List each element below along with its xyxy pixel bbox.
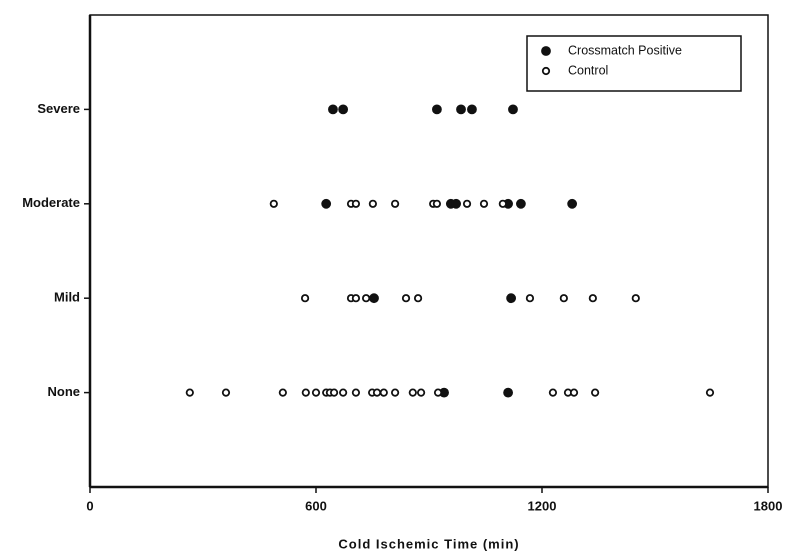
point	[479, 199, 489, 208]
point	[351, 294, 361, 303]
point	[379, 388, 388, 397]
point	[569, 388, 579, 397]
point	[456, 104, 466, 115]
point	[705, 388, 715, 397]
point	[451, 198, 462, 209]
point	[559, 294, 568, 303]
point	[588, 294, 597, 303]
legend-marker	[541, 66, 551, 76]
legend-box	[526, 35, 742, 92]
y-tick-label: Severe	[37, 101, 80, 116]
point	[433, 388, 443, 397]
x-tick-label: 600	[305, 498, 327, 513]
point	[338, 104, 349, 115]
point	[368, 199, 377, 208]
point	[498, 199, 507, 208]
point	[631, 294, 640, 303]
point	[311, 388, 321, 397]
point	[221, 388, 231, 397]
point	[369, 293, 379, 304]
point	[329, 388, 339, 397]
point	[361, 294, 371, 303]
point	[591, 388, 600, 397]
point	[516, 198, 526, 209]
point	[269, 199, 278, 208]
point	[567, 198, 578, 209]
point	[321, 198, 332, 209]
point	[432, 199, 442, 208]
y-tick-label: None	[48, 384, 81, 399]
point	[300, 294, 310, 303]
point	[525, 294, 535, 303]
point	[503, 387, 514, 398]
point	[462, 199, 472, 208]
point	[413, 294, 423, 303]
point	[351, 388, 361, 397]
y-tick-label: Moderate	[22, 195, 80, 210]
point	[301, 388, 310, 397]
point	[185, 388, 194, 397]
point	[351, 199, 361, 208]
point	[401, 294, 411, 303]
y-tick-label: Mild	[54, 290, 80, 305]
point	[339, 388, 348, 397]
legend-label: Control	[568, 63, 608, 77]
x-tick-label: 1200	[528, 498, 557, 513]
point	[390, 199, 400, 208]
point	[432, 104, 442, 115]
point	[278, 388, 287, 397]
point	[416, 388, 426, 397]
x-tick-label: 1800	[754, 498, 783, 513]
legend-label: Crossmatch Positive	[568, 43, 682, 57]
point	[506, 293, 517, 304]
point	[508, 104, 518, 115]
point	[372, 388, 382, 397]
point	[548, 388, 558, 397]
point	[328, 104, 338, 115]
point	[390, 388, 400, 397]
legend-marker	[541, 46, 551, 56]
point	[467, 104, 477, 115]
x-axis-label: Cold Ischemic Time (min)	[338, 536, 519, 551]
point	[408, 388, 417, 397]
x-tick-label: 0	[86, 498, 93, 513]
